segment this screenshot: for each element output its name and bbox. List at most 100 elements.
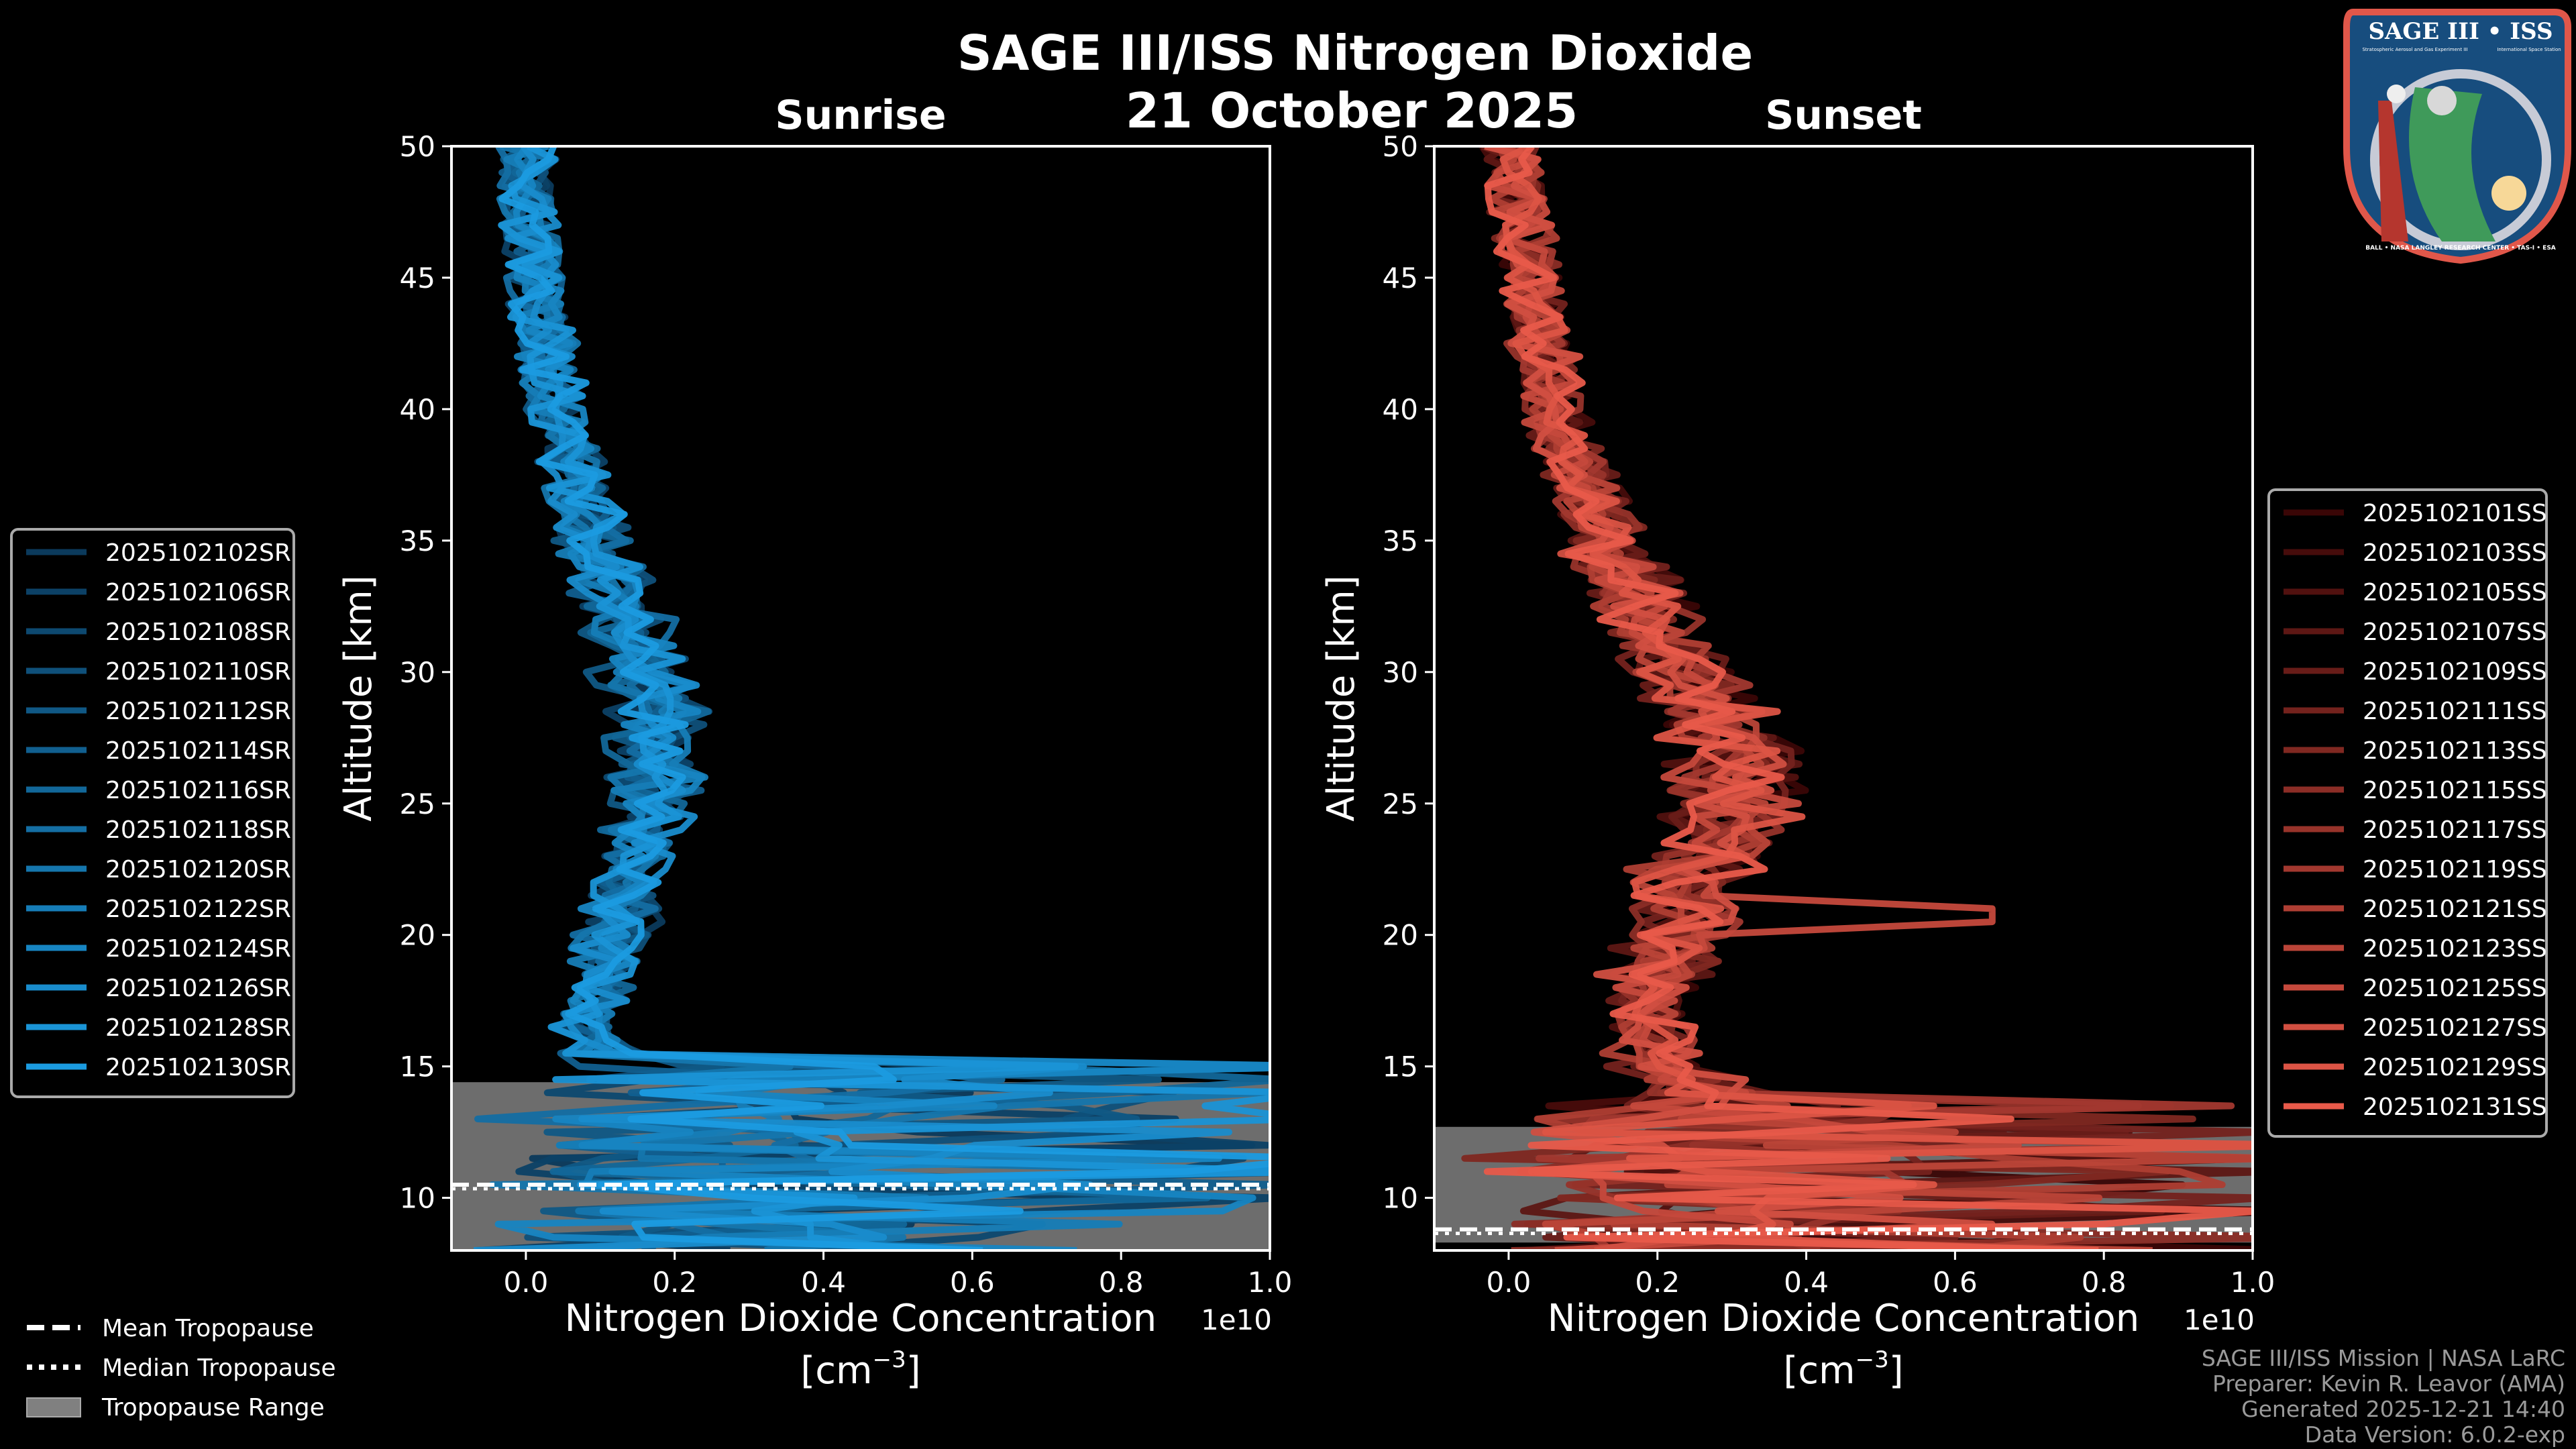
legend-entry-label: 2025102126SR: [105, 975, 291, 1002]
x-tick-label: 0.4: [1784, 1266, 1829, 1299]
legend-entry-label: 2025102106SR: [105, 579, 291, 606]
x-tick-label: 1.0: [2231, 1266, 2275, 1299]
legend-entry-label: 2025102129SS: [2363, 1054, 2547, 1081]
x-axis-units-close: ]: [1889, 1349, 1904, 1393]
footer-credits: SAGE III/ISS Mission | NASA LaRC Prepare…: [2202, 1345, 2565, 1448]
x-offset-label: 1e10: [1201, 1303, 1272, 1336]
sunset-panel-title: Sunset: [1765, 92, 1922, 139]
sunset-legend: 2025102101SS 2025102103SS 2025102105SS 2025…: [2267, 488, 2548, 1138]
x-axis-units-exponent: −3: [1856, 1346, 1889, 1373]
x-tick-label: 0.4: [801, 1266, 846, 1299]
profile-line-2025102103SS: [1479, 146, 2253, 1250]
legend-entry-label: 2025102103SS: [2363, 539, 2547, 567]
y-tick-label: 15: [400, 1051, 435, 1083]
legend-entry-label: 2025102124SR: [105, 935, 291, 963]
profile-line-2025102124SR: [494, 146, 1270, 1250]
y-tick-label: 40: [400, 393, 435, 426]
legend-entry-label: 2025102118SR: [105, 816, 291, 844]
legend-entry-label: 2025102116SR: [105, 777, 291, 804]
y-tick-label: 15: [1383, 1051, 1418, 1083]
x-tick-label: 0.8: [2082, 1266, 2127, 1299]
x-tick-label: 0.0: [504, 1266, 549, 1299]
x-tick-label: 0.0: [1487, 1266, 1532, 1299]
x-tick-label: 1.0: [1248, 1266, 1293, 1299]
sunrise-plot: 0.0 0.2 0.4 0.6 0.8 1.0 10 15 20 25 30 35 40 45 50 1e10…: [337, 130, 1293, 1393]
profile-line-2025102109SS: [1481, 146, 2165, 1250]
legend-entry-label: 2025102111SS: [2363, 698, 2547, 725]
y-axis-label: Altitude [km]: [1320, 575, 1363, 821]
figure-title: SAGE III/ISS Nitrogen Dioxide: [957, 25, 1753, 81]
legend-entry-label: 2025102127SS: [2363, 1014, 2547, 1042]
tropopause-range-swatch: [26, 1397, 81, 1417]
legend-entry-label: 2025102110SR: [105, 658, 291, 686]
sage-iii-iss-logo: SAGE III • ISS Stratospheric Aerosol and…: [2343, 8, 2571, 264]
legend-frame: [2267, 488, 2548, 1138]
legend-entry-label: 2025102105SS: [2363, 579, 2547, 606]
legend-entry-label: 2025102117SS: [2363, 816, 2547, 844]
legend-entry-label: 2025102128SR: [105, 1014, 291, 1042]
x-tick-label: 0.2: [1635, 1266, 1680, 1299]
x-axis-label: Nitrogen Dioxide Concentration: [565, 1297, 1157, 1340]
sunrise-legend: 2025102102SR 2025102106SR 2025102108SR 2025…: [10, 528, 295, 1098]
y-tick-label: 10: [400, 1182, 435, 1215]
legend-entry-label: 2025102114SR: [105, 737, 291, 765]
sunrise-panel-title: Sunrise: [775, 92, 946, 139]
x-axis-units-close: ]: [906, 1349, 921, 1393]
x-tick-label: 0.6: [1933, 1266, 1978, 1299]
y-tick-label: 50: [400, 130, 435, 163]
mean-tropopause-label: Mean Tropopause: [102, 1315, 314, 1342]
logo-left-caption: Stratospheric Aerosol and Gas Experiment…: [2362, 47, 2467, 52]
y-tick-label: 30: [1383, 656, 1418, 689]
legend-entry-label: 2025102122SR: [105, 896, 291, 923]
legend-entry-label: 2025102131SS: [2363, 1093, 2547, 1121]
x-axis-label: Nitrogen Dioxide Concentration: [1548, 1297, 2140, 1340]
profile-line-2025102117SS: [1496, 146, 2142, 1250]
profile-line-2025102115SS: [1489, 146, 2253, 1250]
legend-entry-label: 2025102123SS: [2363, 935, 2547, 963]
x-axis-units: [cm−3]: [800, 1346, 920, 1393]
tropopause-range-label: Tropopause Range: [101, 1394, 325, 1421]
figure-date: 21 October 2025: [1126, 83, 1578, 139]
legend-entry-label: 2025102125SS: [2363, 975, 2547, 1002]
legend-entry-label: 2025102108SR: [105, 619, 291, 646]
profile-line-2025102129SS: [1499, 146, 2253, 1250]
x-offset-label: 1e10: [2184, 1303, 2255, 1336]
sunset-plot: 0.0 0.2 0.4 0.6 0.8 1.0 10 15 20 25 30 35 40 45 50 1e10…: [1320, 130, 2275, 1393]
y-tick-label: 25: [400, 788, 435, 820]
legend-entry-label: 2025102109SS: [2363, 658, 2547, 686]
profile-line-2025102111SS: [1490, 146, 2253, 1250]
footer-line: SAGE III/ISS Mission | NASA LaRC: [2202, 1345, 2565, 1371]
y-axis-label: Altitude [km]: [337, 575, 380, 821]
y-tick-label: 20: [1383, 919, 1418, 952]
y-tick-label: 25: [1383, 788, 1418, 820]
logo-right-caption: International Space Station: [2497, 47, 2561, 52]
x-tick-label: 0.2: [652, 1266, 697, 1299]
legend-entry-label: 2025102102SR: [105, 539, 291, 567]
profile-line-2025102105SS: [1494, 146, 2174, 1250]
legend-entry-label: 2025102120SR: [105, 856, 291, 883]
tropopause-legend: Mean Tropopause Median Tropopause Tropop…: [26, 1315, 336, 1421]
x-axis-units-exponent: −3: [873, 1346, 906, 1373]
profile-line-2025102131SS: [1483, 146, 2253, 1250]
logo-title: SAGE III • ISS: [2368, 18, 2553, 45]
median-tropopause-label: Median Tropopause: [102, 1354, 336, 1382]
x-axis-units: [cm−3]: [1783, 1346, 1903, 1393]
legend-entry-label: 2025102121SS: [2363, 896, 2547, 923]
legend-entry-label: 2025102107SS: [2363, 619, 2547, 646]
footer-line: Generated 2025-12-21 14:40: [2241, 1396, 2565, 1422]
logo-ring-text: BALL • NASA LANGLEY RESEARCH CENTER • TA…: [2365, 245, 2556, 252]
profile-line-2025102101SS: [1493, 146, 2253, 1250]
plot-area: [451, 146, 1270, 1250]
axes-frame: [450, 145, 1271, 1252]
profile-line-2025102122SR: [503, 146, 1270, 1250]
legend-entry-label: 2025102112SR: [105, 698, 291, 725]
legend-entry-label: 2025102115SS: [2363, 777, 2547, 804]
profile-line-2025102130SR: [498, 146, 1270, 1250]
legend-entry-label: 2025102119SS: [2363, 856, 2547, 883]
legend-entry-label: 2025102130SR: [105, 1054, 291, 1081]
legend-entry-label: 2025102113SS: [2363, 737, 2547, 765]
profile-line-2025102128SR: [498, 146, 1270, 1250]
x-tick-label: 0.8: [1099, 1266, 1144, 1299]
profile-line-2025102107SS: [1483, 146, 2253, 1250]
